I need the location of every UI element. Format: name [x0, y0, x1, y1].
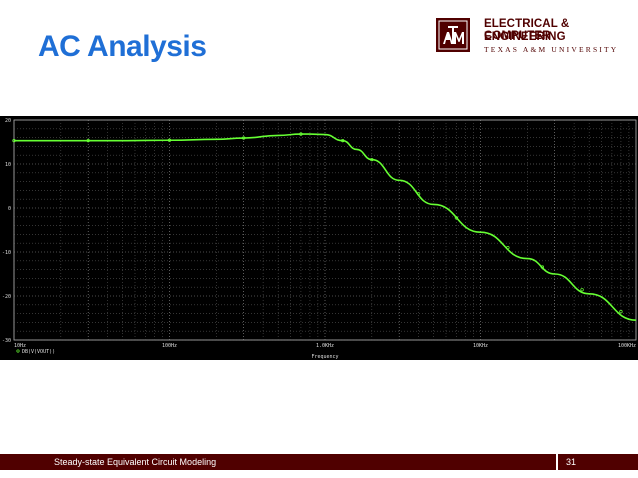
legend-label: DB(V(VOUT)): [22, 349, 55, 355]
x-axis-label: Frequency: [311, 354, 338, 360]
series-marker: [341, 139, 345, 143]
series-marker: [167, 138, 172, 142]
y-tick-label: -20: [2, 294, 11, 300]
logo-line-university: TEXAS A&M UNIVERSITY: [484, 45, 619, 54]
footer-title: Steady-state Equivalent Circuit Modeling: [54, 457, 217, 467]
legend-marker: [16, 349, 20, 353]
series-marker: [12, 139, 16, 143]
series-line: [13, 133, 637, 321]
university-logo: ELECTRICAL & COMPUTER ENGINEERING TEXAS …: [436, 18, 636, 58]
y-tick-label: -30: [2, 338, 11, 344]
series-marker: [242, 136, 246, 140]
series-marker: [619, 310, 623, 314]
series-marker: [299, 132, 303, 136]
logo-line-electrical: ELECTRICAL & COMPUTER: [484, 18, 570, 42]
y-tick-label: 0: [8, 206, 11, 212]
bode-plot: 20 10 0 -10 -20 -30 10Hz 100Hz 1.0KHz 10KHz 100KH…: [0, 116, 638, 360]
series-marker: [370, 157, 374, 162]
y-tick-label: -10: [2, 250, 11, 256]
x-tick-label: 1.0KHz: [316, 343, 334, 349]
series-marker: [580, 288, 584, 292]
series-marker: [416, 192, 421, 196]
footer-bar: Steady-state Equivalent Circuit Modeling…: [0, 454, 638, 470]
x-tick-label: 100Hz: [162, 343, 177, 349]
slide-title: AC Analysis: [38, 30, 207, 63]
series-marker: [506, 245, 510, 250]
atm-logo-mark: [436, 18, 470, 52]
series-marker: [540, 265, 545, 269]
series-marker: [454, 216, 459, 220]
y-tick-label: 10: [5, 162, 11, 168]
page-number: 31: [566, 457, 577, 467]
x-tick-label: 100KHz: [618, 343, 636, 349]
x-tick-label: 10KHz: [473, 343, 488, 349]
logo-line-engineering: ENGINEERING: [484, 31, 566, 43]
bode-plot-svg: 20 10 0 -10 -20 -30 10Hz 100Hz 1.0KHz 10KHz 100KH…: [0, 116, 638, 360]
y-tick-label: 20: [5, 118, 11, 124]
footer-separator: [556, 454, 558, 470]
series-marker: [86, 139, 90, 143]
x-tick-label: 10Hz: [14, 343, 26, 349]
